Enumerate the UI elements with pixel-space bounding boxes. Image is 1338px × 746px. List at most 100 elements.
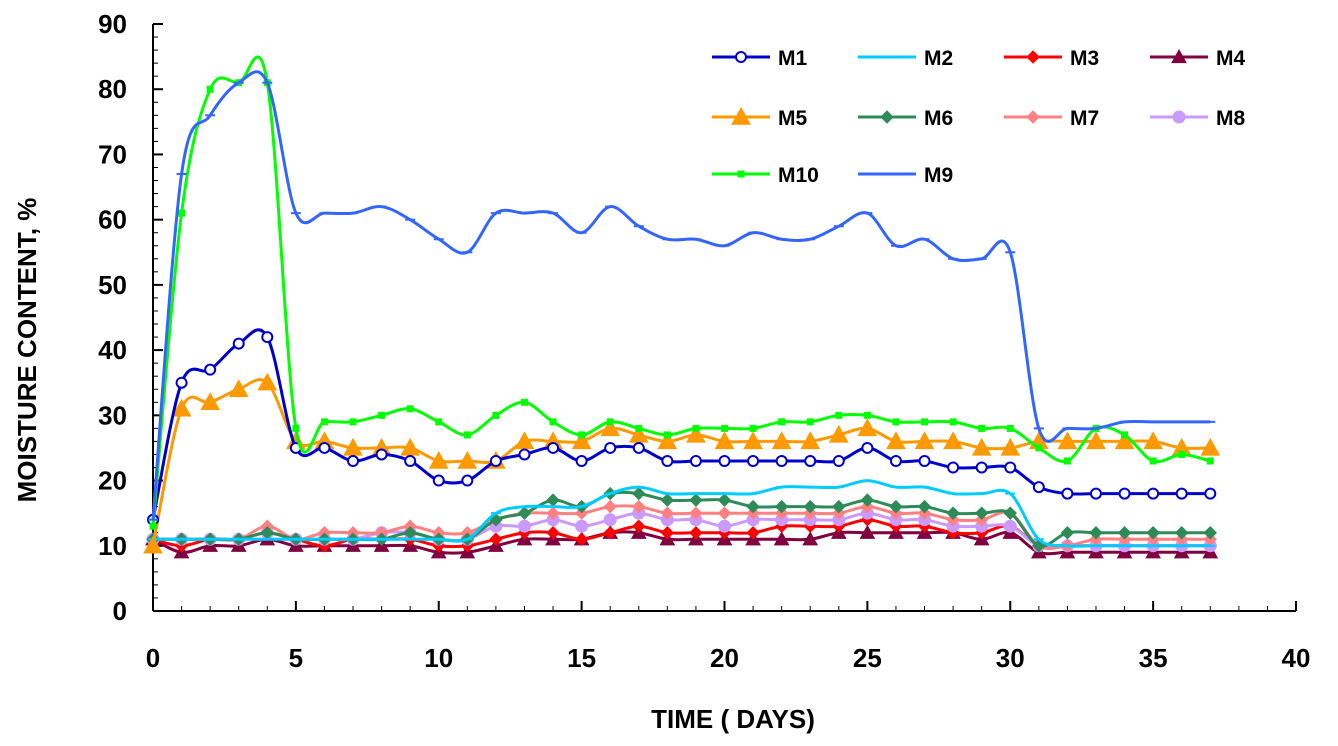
data-point-m6 xyxy=(632,486,646,501)
y-tick-label: 0 xyxy=(113,596,127,626)
series-m9 xyxy=(148,70,1216,521)
data-point-m5 xyxy=(943,431,963,450)
legend-label: M10 xyxy=(778,164,819,187)
legend-swatch-marker xyxy=(731,106,751,125)
x-tick-label: 10 xyxy=(424,643,453,673)
data-point-m5 xyxy=(657,431,678,450)
legend-label: M2 xyxy=(924,47,953,70)
legend-swatch-marker xyxy=(1026,110,1040,124)
y-tick-label: 60 xyxy=(98,205,127,235)
data-point-m5 xyxy=(743,431,763,450)
data-point-m5 xyxy=(886,431,906,450)
data-point-m1 xyxy=(432,474,445,487)
data-point-m10 xyxy=(1206,457,1214,465)
data-point-m10 xyxy=(578,431,586,439)
data-point-m8 xyxy=(517,519,531,533)
data-point-m6 xyxy=(689,493,703,507)
series-line-m10 xyxy=(151,55,1211,527)
data-point-m6 xyxy=(746,499,760,514)
data-point-m10 xyxy=(378,411,386,419)
data-point-m1 xyxy=(1175,487,1188,500)
legend-swatch-marker xyxy=(1171,48,1187,64)
data-point-m10 xyxy=(835,411,843,419)
data-point-m1 xyxy=(747,454,760,467)
data-point-m10 xyxy=(606,418,614,426)
data-point-m5 xyxy=(1000,437,1021,456)
data-point-m1 xyxy=(175,376,188,389)
data-point-m6 xyxy=(832,499,846,514)
data-point-m10 xyxy=(520,398,528,406)
data-point-m5 xyxy=(600,418,621,437)
data-point-m1 xyxy=(1118,487,1131,500)
legend-swatch-marker xyxy=(735,51,747,63)
data-point-m5 xyxy=(571,431,592,450)
y-axis-title: MOISTURE CONTENT, % xyxy=(12,198,42,503)
data-point-m1 xyxy=(547,441,560,454)
data-point-m6 xyxy=(946,506,960,520)
data-point-m1 xyxy=(347,454,360,467)
data-point-m10 xyxy=(892,418,900,426)
data-point-m6 xyxy=(517,506,532,520)
data-point-m6 xyxy=(889,499,903,514)
data-point-m1 xyxy=(1089,487,1102,500)
data-point-m5 xyxy=(971,437,992,456)
data-point-m1 xyxy=(775,454,788,467)
data-point-m1 xyxy=(947,461,960,474)
data-point-m6 xyxy=(1089,526,1103,540)
data-point-m6 xyxy=(1146,526,1160,540)
data-point-m10 xyxy=(149,522,157,530)
data-point-m10 xyxy=(721,424,728,432)
y-tick-label: 10 xyxy=(98,531,127,561)
data-point-m3 xyxy=(489,532,503,546)
data-point-m5 xyxy=(228,379,249,397)
x-tick-label: 15 xyxy=(567,643,596,673)
data-point-m6 xyxy=(1203,526,1217,540)
data-point-m10 xyxy=(978,424,986,432)
legend-swatch-marker xyxy=(1026,50,1040,64)
data-point-m10 xyxy=(178,209,186,217)
legend-item-m3: M3 xyxy=(1004,47,1099,70)
data-point-m10 xyxy=(778,418,786,426)
y-tick-label: 80 xyxy=(98,74,127,104)
data-point-m10 xyxy=(635,424,643,432)
data-point-m1 xyxy=(804,454,817,467)
data-point-m4 xyxy=(859,524,876,539)
x-axis-title: TIME ( DAYS) xyxy=(651,704,815,734)
y-tick-label: 50 xyxy=(98,270,127,300)
data-point-m3 xyxy=(689,526,703,540)
data-point-m4 xyxy=(773,531,790,546)
y-tick-label: 30 xyxy=(98,400,127,430)
data-point-m7 xyxy=(689,506,703,520)
data-point-m10 xyxy=(1006,424,1014,432)
series-m2 xyxy=(148,479,1216,548)
data-point-m5 xyxy=(828,424,849,443)
series-layer xyxy=(143,55,1221,559)
data-point-m10 xyxy=(292,424,300,432)
data-point-m10 xyxy=(320,418,328,426)
data-point-m6 xyxy=(1003,506,1017,520)
y-tick-label: 20 xyxy=(98,466,127,496)
data-point-m10 xyxy=(1063,457,1071,465)
data-point-m5 xyxy=(1143,431,1163,450)
data-point-m1 xyxy=(689,454,702,467)
data-point-m1 xyxy=(1061,487,1074,500)
data-point-m1 xyxy=(261,331,274,344)
legend-swatch-marker xyxy=(737,170,745,178)
data-point-m7 xyxy=(603,499,617,514)
data-point-m10 xyxy=(435,418,443,426)
data-point-m6 xyxy=(660,493,675,507)
data-point-m1 xyxy=(1032,481,1045,494)
legend-label: M1 xyxy=(778,47,807,70)
data-point-m6 xyxy=(1060,526,1075,540)
legend-label: M4 xyxy=(1216,47,1245,70)
data-point-m1 xyxy=(889,454,902,467)
x-tick-label: 5 xyxy=(289,643,303,673)
data-point-m6 xyxy=(1117,526,1132,540)
data-point-m10 xyxy=(921,418,929,426)
data-point-m10 xyxy=(1149,457,1157,465)
data-point-m5 xyxy=(171,398,192,417)
data-point-m8 xyxy=(575,519,589,533)
legend-label: M3 xyxy=(1070,47,1099,70)
data-point-m6 xyxy=(546,493,560,507)
data-point-m10 xyxy=(549,418,557,426)
